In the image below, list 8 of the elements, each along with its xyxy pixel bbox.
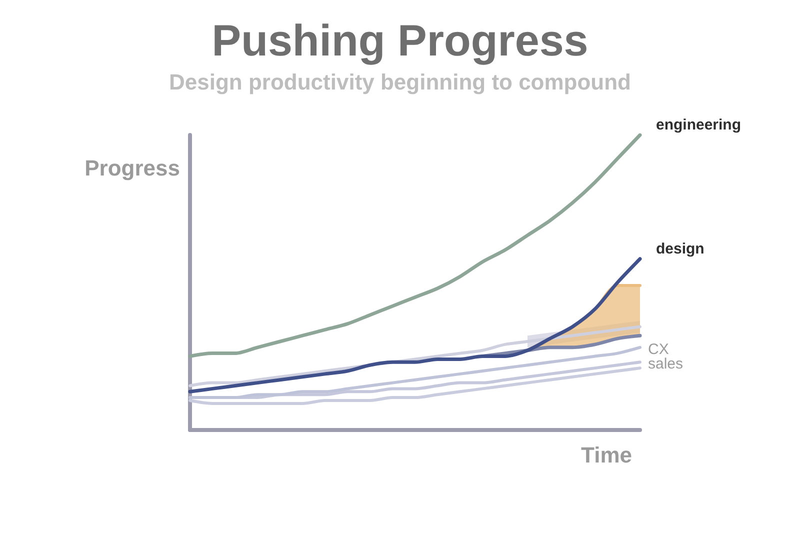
y-axis-title: Progress	[84, 156, 180, 180]
series-label: engineering	[656, 116, 742, 134]
chart-title: Pushing Progress	[212, 16, 588, 66]
series-label: CX	[648, 340, 669, 358]
series-label: sales	[648, 356, 684, 373]
x-axis-title: Time	[581, 442, 632, 468]
series-label: design	[656, 240, 704, 258]
chart-subtitle: Design productivity beginning to compound	[169, 70, 631, 94]
